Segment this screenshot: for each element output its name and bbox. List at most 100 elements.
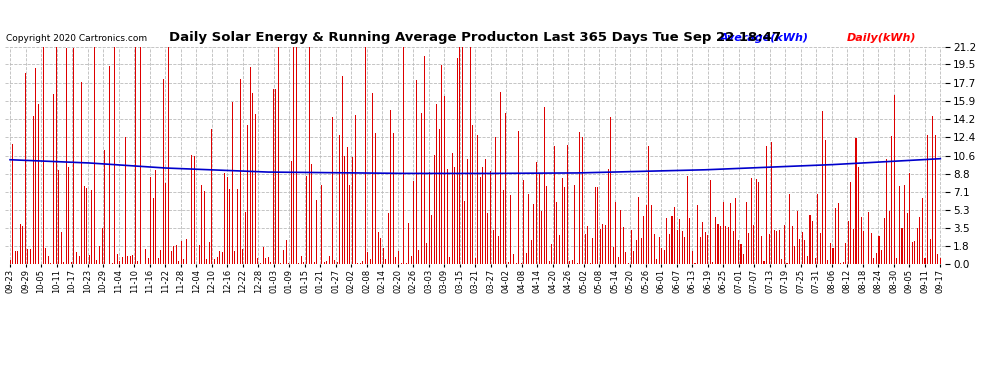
Bar [755,179,756,264]
Bar [46,248,47,264]
Bar [53,94,54,264]
Bar [474,258,476,264]
Bar [613,247,614,264]
Bar [209,242,210,264]
Bar [280,262,281,264]
Bar [416,80,417,264]
Bar [340,135,341,264]
Bar [561,178,562,264]
Bar [850,182,851,264]
Bar [296,44,297,264]
Title: Daily Solar Energy & Running Average Producton Last 365 Days Tue Sep 22 18:47: Daily Solar Energy & Running Average Pro… [169,32,781,44]
Bar [309,44,310,264]
Bar [28,249,29,264]
Bar [920,217,921,264]
Bar [674,207,675,264]
Bar [820,232,821,264]
Bar [354,116,355,264]
Bar [700,237,701,264]
Bar [546,186,547,264]
Bar [639,197,640,264]
Bar [477,135,478,264]
Bar [608,170,609,264]
Bar [574,185,575,264]
Bar [342,76,343,264]
Bar [556,202,557,264]
Bar [201,185,202,264]
Bar [776,231,777,264]
Bar [896,258,897,264]
Bar [661,248,662,264]
Bar [623,226,624,264]
Bar [761,236,762,264]
Bar [84,186,85,264]
Bar [697,205,698,264]
Bar [222,252,223,264]
Bar [935,135,936,264]
Bar [304,262,305,264]
Bar [618,257,619,264]
Bar [799,239,800,264]
Bar [138,261,139,264]
Bar [838,204,839,264]
Bar [794,246,795,264]
Bar [842,262,843,264]
Bar [372,93,373,264]
Bar [86,188,87,264]
Bar [902,228,903,264]
Bar [664,250,665,264]
Bar [531,240,532,264]
Bar [572,260,573,264]
Bar [260,263,261,264]
Bar [631,230,632,264]
Bar [160,250,161,264]
Bar [235,251,236,264]
Bar [927,135,928,264]
Bar [375,133,376,264]
Bar [768,234,769,264]
Bar [406,263,407,264]
Bar [480,177,481,264]
Bar [833,248,834,264]
Bar [445,96,446,264]
Bar [127,255,128,264]
Bar [907,213,908,264]
Bar [204,192,205,264]
Bar [741,244,742,264]
Bar [689,218,690,264]
Bar [285,240,286,264]
Bar [886,159,887,264]
Bar [367,252,368,264]
Bar [191,155,192,264]
Bar [15,251,16,264]
Bar [30,249,31,264]
Bar [789,194,790,264]
Bar [648,146,649,264]
Bar [346,147,347,264]
Bar [122,257,123,264]
Bar [76,252,77,264]
Bar [736,198,737,264]
Bar [163,79,164,264]
Bar [411,256,412,264]
Bar [603,224,604,264]
Bar [262,248,263,264]
Bar [217,256,218,264]
Bar [451,153,452,264]
Bar [175,245,176,264]
Bar [109,66,110,264]
Bar [766,146,767,264]
Bar [145,249,146,264]
Bar [114,44,116,264]
Bar [692,251,693,264]
Bar [753,225,754,264]
Bar [370,259,371,264]
Bar [899,186,900,264]
Bar [311,164,312,264]
Bar [429,172,430,264]
Bar [687,176,688,264]
Bar [676,230,677,264]
Bar [58,170,59,264]
Bar [275,89,276,264]
Bar [582,137,583,264]
